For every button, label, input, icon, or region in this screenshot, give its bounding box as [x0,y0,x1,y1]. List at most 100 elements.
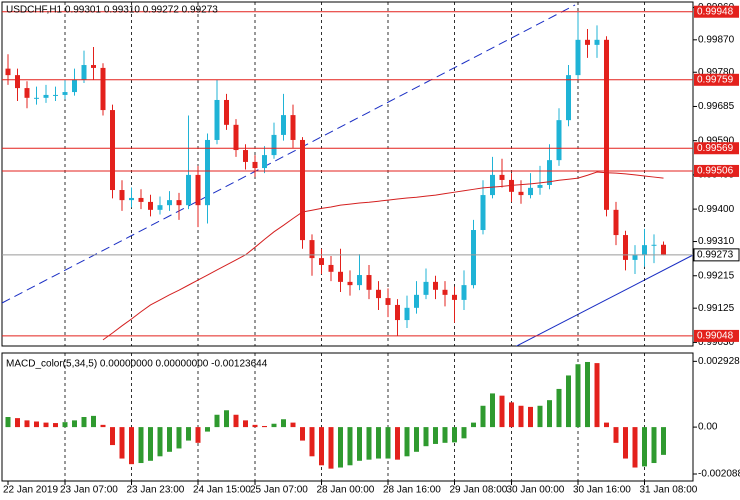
macd-bar [290,422,296,428]
candle-body [357,275,362,286]
candle-body [509,179,514,192]
macd-bar [490,393,495,428]
candle-body [366,275,372,290]
x-tick-label: 22 Jan 2019 [3,485,58,496]
macd-bar [433,427,438,444]
macd-bar [119,427,125,459]
level-label-box [694,164,739,177]
y-tick-label: 0.99590 [698,135,735,146]
level-label: 0.99506 [697,166,734,177]
macd-bar [157,427,163,457]
y-tick-label: 0.99125 [698,303,735,314]
macd-bar [452,427,457,443]
candle-body [613,209,619,236]
macd-bar [62,422,68,428]
main-panel [1,1,694,347]
y-tick-label: 0.99870 [698,34,735,45]
macd-bar [423,427,429,447]
candle-body [651,244,657,246]
y-tick-label: 0.99685 [698,101,735,112]
macd-bar [91,415,96,428]
macd-bar [585,361,590,428]
candle-body [338,271,343,282]
macd-bar [338,427,343,468]
candle-body [243,150,248,162]
candle-body [442,289,448,295]
level-label-box [694,329,739,342]
level-label-box [694,5,739,18]
candle-body [91,65,96,68]
x-tick-label: 29 Jan 08:00 [450,485,508,496]
macd-bar [499,395,505,428]
macd-bar [547,400,552,428]
macd-bar [594,363,600,428]
macd-bar [319,427,324,466]
candle-body [53,94,58,96]
macd-bar [461,427,467,439]
macd-bar [243,420,248,428]
macd-bar [623,427,628,459]
macd-bar [604,422,609,428]
macd-bar [347,427,353,466]
macd-bar [328,427,334,469]
candle-body [566,75,571,121]
macd-bar [262,425,267,428]
candle-body [309,240,315,259]
candle-body [594,39,600,45]
macd-bar [176,427,182,449]
macd-bar [15,418,20,428]
candle-body [138,197,144,202]
candle-body [195,174,201,206]
candle-body [642,245,647,255]
candle-body [528,187,533,196]
macd-bar [129,427,134,465]
macd-bar [566,375,571,428]
candle-body [110,110,115,191]
candle-body [661,244,666,255]
candle-body [585,39,590,45]
candle-body [5,68,11,76]
macd-bar [528,406,533,428]
candle-body [452,294,457,300]
macd-panel [1,352,694,482]
macd-bar [214,414,220,428]
candle-body [414,294,419,308]
macd-bar [43,422,49,428]
chart-title: USDCHF,H1 0.99301 0.99310 0.99272 0.9927… [6,5,218,16]
macd-bar [366,427,372,460]
macd-bar [281,419,286,428]
macd-bar [34,421,39,428]
macd-bar [385,427,391,459]
macd-bar [100,424,106,428]
candle-body [24,88,30,98]
candle-body [15,75,20,89]
candle-body [224,99,229,125]
macd-bar [395,427,400,460]
candle-body [233,124,239,151]
candle-body [328,264,334,272]
candle-body [176,200,182,206]
candle-body [404,307,410,321]
candle-body [499,174,505,180]
moving-average [102,171,664,341]
y-tick-label: 0.99780 [698,67,735,78]
level-label: 0.99048 [697,331,734,342]
macd-bar [148,427,153,461]
current-price-box [693,248,740,262]
candle-body [556,120,562,161]
macd-bar [233,414,239,428]
marks [5,11,666,469]
macd-bar [195,427,201,443]
candle-body [214,99,220,140]
macd-bar [642,427,647,467]
macd-bar [224,410,229,428]
x-tick-label: 23 Jan 23:00 [127,485,185,496]
level-label: 0.99948 [697,6,734,17]
y-tick-label: 0.99400 [698,204,735,215]
macd-bar [167,427,172,452]
macd-bar [271,423,277,428]
current-price-label: 0.99273 [697,250,734,261]
candle-body [395,304,400,321]
